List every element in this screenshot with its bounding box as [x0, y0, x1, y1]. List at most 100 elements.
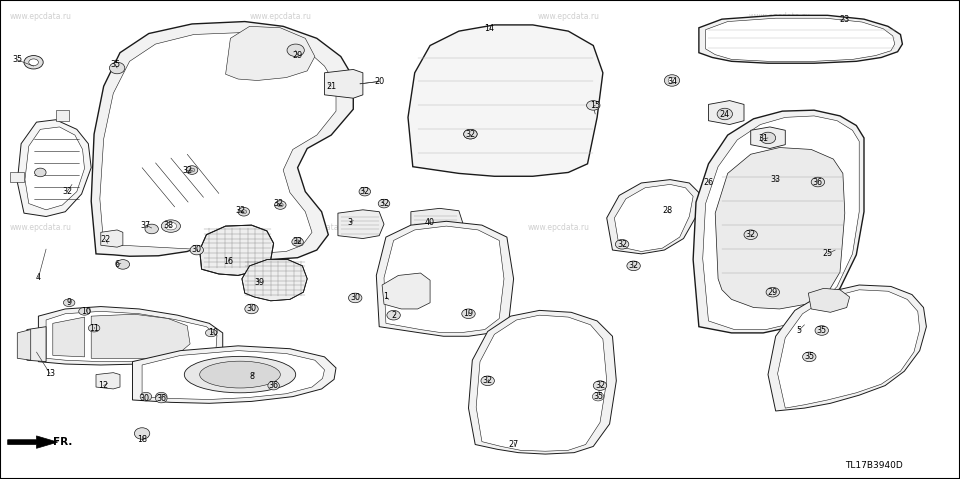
Ellipse shape: [88, 324, 100, 332]
Polygon shape: [384, 226, 504, 332]
Text: 32: 32: [595, 381, 605, 390]
Text: 30: 30: [139, 394, 149, 403]
Ellipse shape: [348, 293, 362, 303]
Text: 24: 24: [720, 111, 730, 119]
Ellipse shape: [184, 356, 296, 393]
Text: 2: 2: [391, 311, 396, 319]
Ellipse shape: [165, 222, 177, 230]
Polygon shape: [17, 120, 91, 217]
Text: 31: 31: [758, 135, 768, 143]
Text: 30: 30: [192, 245, 202, 253]
Text: 32: 32: [235, 206, 245, 215]
Ellipse shape: [161, 220, 180, 232]
Text: www.epcdata.ru: www.epcdata.ru: [739, 223, 802, 232]
Ellipse shape: [140, 392, 152, 401]
Text: 30: 30: [350, 294, 360, 302]
Text: www.epcdata.ru: www.epcdata.ru: [528, 223, 590, 232]
Ellipse shape: [464, 129, 477, 139]
Text: 30: 30: [247, 305, 256, 313]
Ellipse shape: [668, 78, 676, 83]
Text: 12: 12: [99, 381, 108, 390]
Text: 32: 32: [617, 240, 627, 249]
Polygon shape: [91, 22, 353, 260]
Text: TL17B3940D: TL17B3940D: [845, 461, 902, 470]
Polygon shape: [56, 110, 69, 121]
Ellipse shape: [766, 287, 780, 297]
Polygon shape: [715, 148, 845, 309]
Ellipse shape: [189, 168, 195, 172]
Polygon shape: [778, 290, 920, 408]
Polygon shape: [38, 307, 223, 365]
Ellipse shape: [811, 177, 825, 187]
Polygon shape: [226, 26, 315, 80]
Ellipse shape: [627, 261, 640, 271]
Text: FR.: FR.: [53, 437, 72, 447]
Text: 32: 32: [629, 262, 638, 270]
Text: 32: 32: [483, 376, 492, 385]
Polygon shape: [476, 315, 607, 451]
Ellipse shape: [587, 101, 600, 110]
Text: 37: 37: [141, 221, 151, 229]
Ellipse shape: [760, 132, 776, 144]
Text: 8: 8: [249, 372, 254, 380]
Ellipse shape: [464, 129, 477, 139]
Ellipse shape: [717, 108, 732, 120]
Text: 36: 36: [156, 394, 166, 403]
Text: 32: 32: [293, 238, 302, 246]
Ellipse shape: [359, 187, 371, 196]
Text: 20: 20: [374, 77, 384, 86]
Text: www.epcdata.ru: www.epcdata.ru: [288, 223, 350, 232]
Text: 22: 22: [101, 235, 110, 244]
Ellipse shape: [241, 210, 247, 214]
Ellipse shape: [205, 329, 217, 337]
Polygon shape: [8, 436, 58, 448]
Text: 5: 5: [796, 326, 802, 335]
Ellipse shape: [744, 230, 757, 240]
Text: 38: 38: [163, 221, 173, 229]
Polygon shape: [693, 110, 864, 333]
Ellipse shape: [109, 62, 125, 74]
Polygon shape: [91, 314, 190, 358]
Text: 32: 32: [746, 230, 756, 239]
Polygon shape: [17, 330, 31, 360]
Ellipse shape: [134, 428, 150, 439]
Ellipse shape: [156, 392, 167, 401]
Ellipse shape: [378, 199, 390, 208]
Ellipse shape: [277, 203, 283, 207]
Polygon shape: [376, 221, 514, 336]
Polygon shape: [200, 225, 274, 275]
Polygon shape: [708, 101, 744, 125]
Ellipse shape: [815, 326, 828, 335]
Polygon shape: [751, 127, 785, 148]
Text: 32: 32: [182, 166, 192, 174]
Ellipse shape: [387, 310, 400, 320]
Ellipse shape: [268, 381, 279, 390]
Ellipse shape: [664, 75, 680, 86]
Ellipse shape: [592, 392, 604, 401]
Ellipse shape: [481, 376, 494, 386]
Text: 40: 40: [425, 218, 435, 227]
Ellipse shape: [275, 201, 286, 209]
Ellipse shape: [615, 240, 629, 249]
Text: 14: 14: [485, 24, 494, 33]
Polygon shape: [408, 25, 603, 176]
Text: 23: 23: [840, 15, 850, 23]
Text: 25: 25: [823, 250, 832, 258]
Ellipse shape: [462, 309, 475, 319]
Ellipse shape: [287, 44, 304, 57]
Ellipse shape: [63, 299, 75, 307]
Text: 15: 15: [590, 101, 600, 110]
Text: 35: 35: [817, 326, 827, 335]
Text: 29: 29: [768, 288, 778, 297]
Text: 10: 10: [82, 307, 91, 316]
Text: 9: 9: [66, 298, 72, 307]
Text: www.epcdata.ru: www.epcdata.ru: [10, 12, 72, 21]
Text: 36: 36: [269, 381, 278, 390]
Ellipse shape: [803, 352, 816, 362]
Text: 29: 29: [293, 51, 302, 59]
Polygon shape: [53, 317, 84, 357]
Polygon shape: [242, 260, 307, 301]
Text: 32: 32: [466, 130, 475, 138]
Polygon shape: [100, 33, 336, 253]
Text: 33: 33: [771, 175, 780, 184]
